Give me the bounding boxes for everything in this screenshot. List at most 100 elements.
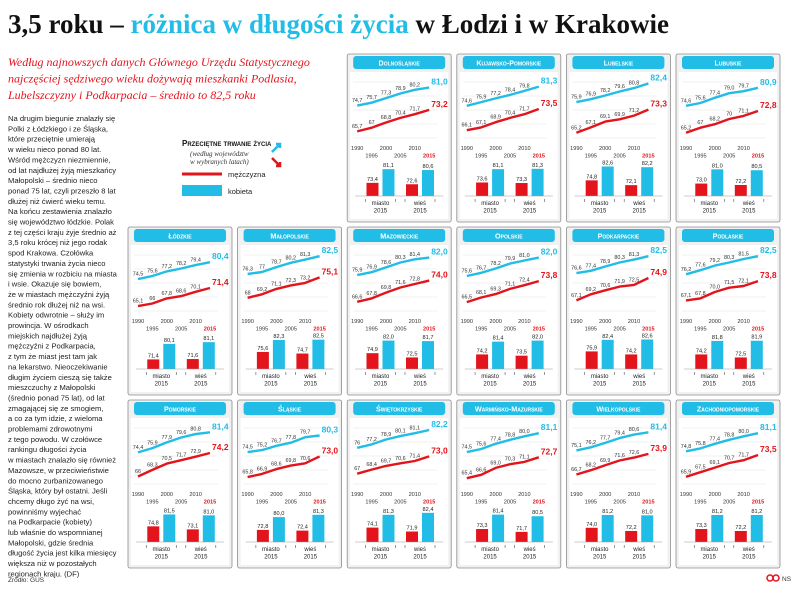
panel-title: Dolnośląskie bbox=[379, 59, 421, 68]
value-label: 70,4 bbox=[395, 110, 406, 116]
bar bbox=[531, 340, 544, 369]
bar bbox=[711, 514, 724, 542]
bracket bbox=[584, 199, 615, 202]
value-label: 67,5 bbox=[695, 465, 706, 471]
bar bbox=[202, 515, 215, 542]
bar-value-label: 74,2 bbox=[696, 348, 707, 354]
value-label: 67 bbox=[697, 120, 703, 126]
bar-year: 2015 bbox=[413, 555, 427, 561]
panel-tab bbox=[462, 229, 555, 242]
bracket bbox=[584, 372, 615, 375]
article-line: Mazowsze, w przeciwieństwie bbox=[8, 466, 109, 475]
value-label: 79,6 bbox=[176, 430, 187, 436]
panel-title: Zachodniopomorskie bbox=[697, 405, 760, 414]
value-label: 77,2 bbox=[162, 264, 173, 270]
x-tick-label: 2015 bbox=[533, 327, 545, 333]
bar-category: miasto bbox=[152, 374, 170, 380]
value-label: 77,6 bbox=[695, 263, 706, 269]
bar-year: 2015 bbox=[523, 555, 537, 561]
value-label: 81,1 bbox=[410, 426, 421, 432]
value-label: 77 bbox=[259, 264, 265, 270]
x-tick-label: 2010 bbox=[737, 492, 749, 498]
line-series bbox=[247, 276, 321, 299]
value-label: 70 bbox=[726, 112, 732, 118]
line-series bbox=[685, 86, 759, 107]
value-label: 79,6 bbox=[614, 84, 625, 90]
x-tick-label: 1995 bbox=[256, 500, 268, 506]
panel-tab bbox=[682, 229, 774, 242]
bar-year: 2015 bbox=[374, 382, 388, 388]
article-line: chcemy długo żyć na wsi, bbox=[8, 497, 94, 506]
value-label: 65,7 bbox=[352, 124, 363, 130]
panel: Lubuskie 65,2 67 68,2 70 71,1 72,8 74,6 75,6 77,4… bbox=[675, 53, 781, 223]
value-label: 78,2 bbox=[490, 261, 501, 267]
bar-value-label: 81,2 bbox=[602, 509, 613, 515]
article-line: się województwo łódzkie. Polak bbox=[8, 218, 114, 227]
x-tick-label: 2015 bbox=[752, 500, 764, 506]
bar-value-label: 81,0 bbox=[203, 509, 214, 515]
article-line: Małopolski – średnio nieco bbox=[8, 176, 98, 185]
bar bbox=[641, 339, 654, 369]
value-label: 76,6 bbox=[571, 266, 582, 272]
value-label: 66 bbox=[135, 469, 141, 475]
value-label: 73,0 bbox=[431, 445, 448, 455]
line-series bbox=[466, 279, 540, 304]
panel-tab bbox=[353, 56, 446, 69]
bracket bbox=[145, 545, 177, 548]
bar-value-label: 82,4 bbox=[602, 334, 613, 340]
bar bbox=[601, 339, 614, 369]
panel: Lubelskie 65,2 67,169,1 69,9 71,2 73,3 75,9 76,… bbox=[566, 53, 671, 223]
bar-year: 2015 bbox=[703, 209, 717, 215]
bracket bbox=[474, 199, 506, 202]
value-label: 80,3 bbox=[322, 424, 339, 434]
bracket bbox=[185, 545, 217, 548]
value-label: 80,4 bbox=[212, 251, 229, 261]
x-tick-label: 2015 bbox=[204, 327, 216, 333]
x-tick-label: 2000 bbox=[709, 146, 721, 152]
x-tick-label: 1995 bbox=[475, 327, 487, 333]
bar-category: wieś bbox=[742, 201, 755, 207]
bar-value-label: 81,9 bbox=[751, 335, 762, 341]
value-label: 78,8 bbox=[505, 432, 516, 438]
article-line: i wsie. Okazuje się bowiem, bbox=[8, 280, 101, 289]
bar-year: 2015 bbox=[742, 382, 756, 388]
value-label: 76,7 bbox=[271, 438, 282, 444]
panel-inner bbox=[131, 418, 229, 565]
value-label: 68 bbox=[245, 290, 251, 296]
panel-inner bbox=[569, 418, 668, 565]
article-line: na Podkarpacie (kobiety) bbox=[8, 518, 92, 527]
logo: NS bbox=[782, 576, 792, 583]
title-part: w Łodzi i w Krakowie bbox=[409, 9, 669, 39]
bar-year: 2015 bbox=[523, 209, 537, 215]
bar bbox=[750, 340, 763, 369]
value-label: 79,0 bbox=[724, 86, 735, 92]
title-part: różnica w długości życia bbox=[131, 9, 410, 39]
value-label: 72,8 bbox=[760, 100, 777, 110]
bar-value-label: 72,2 bbox=[735, 525, 746, 531]
value-label: 70,3 bbox=[505, 457, 516, 463]
article-line: się zmienia w rozbiciu na miasta bbox=[8, 269, 118, 278]
value-label: 80,8 bbox=[629, 81, 640, 87]
value-label: 68,9 bbox=[490, 115, 501, 121]
value-label: 75,9 bbox=[352, 268, 363, 274]
logo-mark bbox=[772, 574, 780, 582]
bar-value-label: 82,0 bbox=[383, 335, 394, 341]
bar-value-label: 75,9 bbox=[586, 345, 597, 351]
value-label: 75,6 bbox=[462, 268, 473, 274]
value-label: 76 bbox=[354, 440, 360, 446]
bar bbox=[641, 167, 654, 196]
bar bbox=[147, 526, 160, 542]
article-line: z tej części kraju żyje średnio aż bbox=[8, 228, 117, 237]
value-label: 68,3 bbox=[147, 462, 158, 468]
value-label: 67,1 bbox=[571, 293, 582, 299]
value-label: 70,6 bbox=[395, 456, 406, 462]
bar-year: 2015 bbox=[264, 555, 278, 561]
bar-year: 2015 bbox=[742, 555, 756, 561]
bar-value-label: 74,2 bbox=[477, 348, 488, 354]
bar-category: wieś bbox=[523, 547, 536, 553]
bar-value-label: 81,5 bbox=[164, 508, 175, 514]
bar bbox=[515, 531, 528, 542]
x-tick-label: 2000 bbox=[161, 492, 173, 498]
bracket bbox=[733, 372, 765, 375]
value-label: 74,5 bbox=[133, 272, 144, 278]
